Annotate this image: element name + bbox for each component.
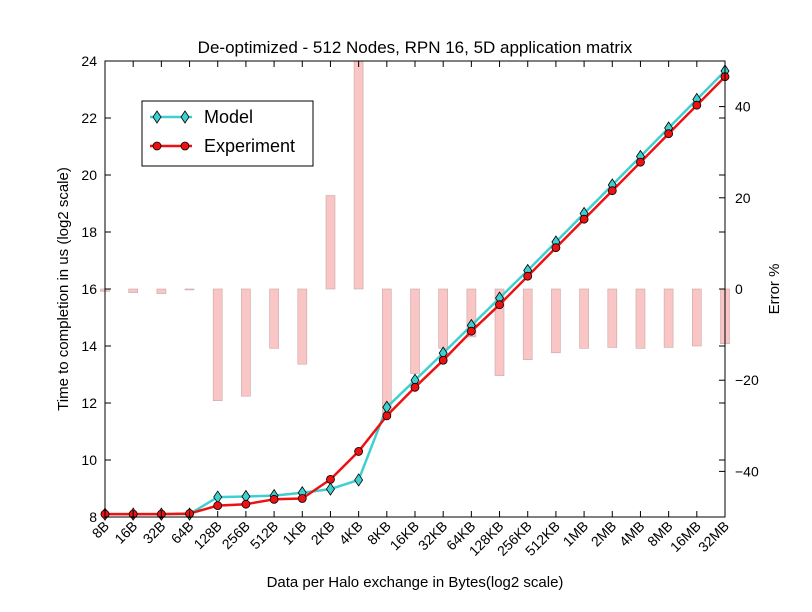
- y2-tick-label: 0: [735, 281, 743, 297]
- data-point-experiment: [664, 129, 674, 139]
- data-point-experiment: [495, 300, 504, 310]
- error-bar: [325, 195, 336, 290]
- error-bar: [607, 288, 618, 348]
- error-bar: [269, 288, 279, 349]
- data-point-experiment: [241, 499, 251, 509]
- y2-axis-title: Error %: [766, 264, 783, 315]
- y-tick-label: 24: [81, 53, 97, 69]
- data-point-experiment: [579, 214, 589, 224]
- data-point-experiment: [692, 100, 702, 110]
- y2-axis-ticks: −40 −20 0 20 40: [719, 99, 759, 479]
- error-bar: [381, 288, 392, 415]
- error-bar: [522, 288, 533, 360]
- legend-model-marker: [180, 110, 190, 124]
- y-tick-label: 22: [81, 110, 97, 126]
- data-point-experiment: [213, 501, 223, 511]
- error-bar: [212, 288, 223, 401]
- y-tick-label: 8: [89, 509, 97, 525]
- data-point-experiment: [607, 186, 617, 196]
- data-point-experiment: [297, 494, 307, 503]
- error-bar: [466, 288, 477, 338]
- y-tick-label: 18: [81, 224, 97, 240]
- data-point-experiment: [466, 326, 476, 336]
- legend-label-model: Model: [204, 107, 253, 127]
- error-bar: [353, 60, 364, 290]
- data-point-experiment: [354, 447, 364, 456]
- error-bar: [241, 288, 251, 397]
- error-bar: [691, 288, 702, 347]
- error-bar: [156, 288, 167, 294]
- y-tick-label: 12: [81, 395, 97, 411]
- legend-model-marker: [152, 110, 162, 124]
- error-bars-group: [100, 60, 730, 415]
- error-bar: [663, 288, 674, 348]
- data-point-experiment: [551, 243, 561, 253]
- error-bar: [635, 288, 646, 349]
- data-point-experiment: [523, 271, 533, 281]
- y-tick-label: 16: [81, 281, 97, 297]
- legend-label-experiment: Experiment: [204, 136, 295, 156]
- error-bar: [579, 288, 589, 349]
- y2-tick-label: 40: [735, 99, 751, 115]
- data-point-experiment: [382, 411, 392, 421]
- y-axis-title: Time to completion in us (log2 scale): [55, 167, 72, 411]
- data-point-experiment: [438, 355, 448, 365]
- chart-title: De-optimized - 512 Nodes, RPN 16, 5D app…: [198, 38, 633, 57]
- y2-tick-label: −40: [735, 463, 759, 479]
- y-tick-label: 10: [81, 452, 97, 468]
- error-bar: [128, 288, 138, 293]
- data-point-experiment: [636, 157, 645, 167]
- data-point-experiment: [326, 474, 335, 484]
- error-bar: [410, 288, 420, 374]
- legend-experiment-marker: [180, 141, 190, 151]
- y2-tick-label: −20: [735, 372, 759, 388]
- data-point-experiment: [269, 494, 279, 504]
- series-markers-group: [100, 64, 730, 521]
- legend: Model Experiment: [141, 100, 314, 167]
- data-point-model: [354, 473, 364, 487]
- data-point-experiment: [410, 382, 420, 392]
- error-bar: [184, 288, 195, 291]
- error-bar: [551, 288, 561, 354]
- data-point-model: [325, 482, 335, 496]
- error-bar: [297, 288, 308, 365]
- error-bar: [494, 288, 505, 376]
- y-tick-label: 14: [81, 338, 97, 354]
- y2-tick-label: 20: [735, 190, 751, 206]
- legend-experiment-marker: [152, 141, 162, 151]
- x-axis-title: Data per Halo exchange in Bytes(log2 sca…: [267, 574, 564, 591]
- y-tick-label: 20: [81, 167, 97, 183]
- legend-frame: [141, 100, 314, 167]
- error-bar: [438, 288, 449, 349]
- y-axis-ticks: 8 10 12 14 16 18 20 22 24: [81, 53, 725, 525]
